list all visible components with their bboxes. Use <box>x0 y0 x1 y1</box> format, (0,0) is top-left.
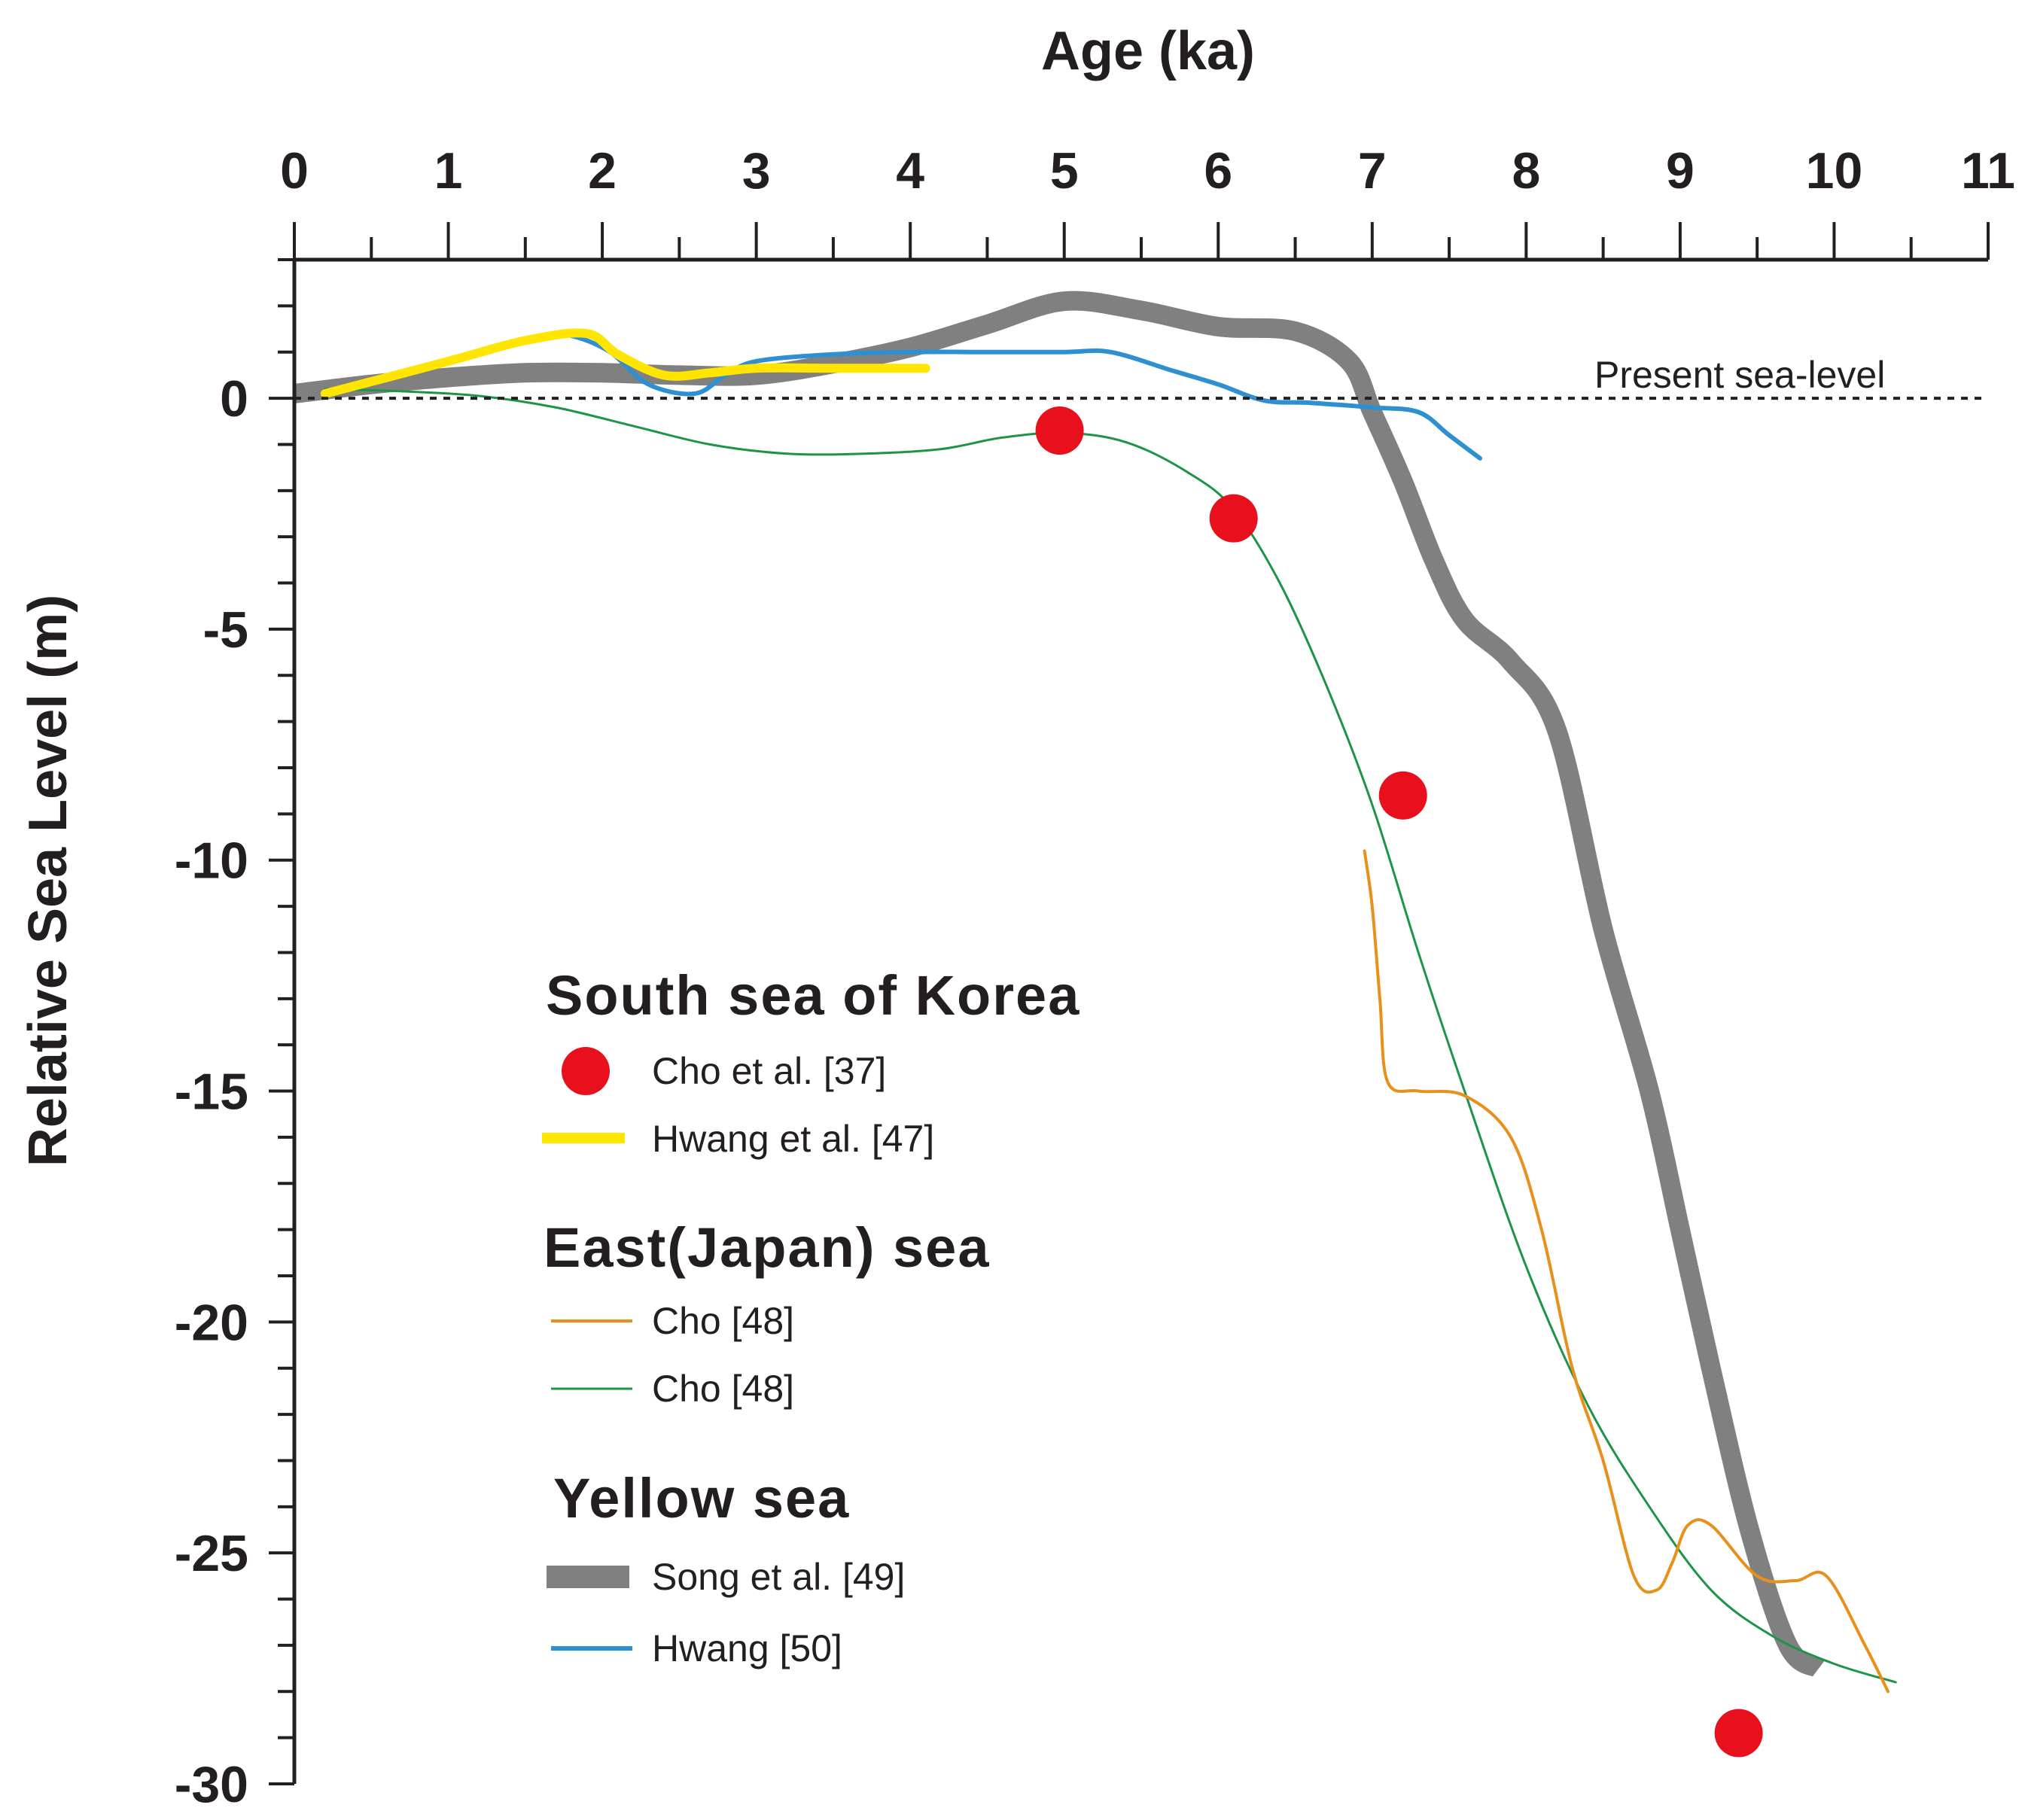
x-tick-label: 4 <box>896 142 924 199</box>
x-tick-label: 11 <box>1961 142 2015 199</box>
y-tick-label: -25 <box>175 1525 248 1582</box>
legend-label-cho37: Cho et al. [37] <box>652 1050 886 1092</box>
line-hwang50 <box>477 331 1482 461</box>
x-tick-label: 2 <box>588 142 617 199</box>
line-hwang47 <box>320 328 930 398</box>
legend-group-title-east: East(Japan) sea <box>544 1216 991 1279</box>
legend-group-title-south: South sea of Korea <box>546 964 1080 1027</box>
y-tick-label: -15 <box>175 1064 248 1121</box>
x-tick-label: 9 <box>1666 142 1695 199</box>
x-tick-label: 1 <box>434 142 463 199</box>
legend-label-hwang50: Hwang [50] <box>652 1627 842 1669</box>
y-tick-label: -20 <box>175 1294 248 1351</box>
x-axis-title: Age (ka) <box>1041 21 1255 81</box>
y-tick-label: 0 <box>220 370 248 428</box>
line-cho48_orange <box>1363 849 1889 1694</box>
reference-layer: Present sea-level <box>294 354 1988 400</box>
x-tick-label: 3 <box>742 142 771 199</box>
x-tick-label: 6 <box>1204 142 1232 199</box>
point-cho37 <box>1378 771 1427 820</box>
x-tick-label: 7 <box>1358 142 1387 199</box>
legend-label-hwang47: Hwang et al. [47] <box>652 1118 934 1160</box>
point-cho37 <box>1035 406 1084 455</box>
axes-layer: 0 1 2 3 4 5 6 7 8 9 10 11 0 -5 -10 -15 -20 -25 -30 <box>175 142 2015 1813</box>
legend-label-cho48-green: Cho [48] <box>652 1368 794 1410</box>
x-tick-label: 10 <box>1806 142 1863 199</box>
y-tick-label: -10 <box>175 832 248 890</box>
x-tick-label: 8 <box>1512 142 1540 199</box>
y-axis-title: Relative Sea Level (m) <box>18 595 78 1167</box>
legend-marker-cho37 <box>562 1047 610 1095</box>
point-cho37 <box>1209 494 1258 543</box>
series-layer <box>293 291 1897 1758</box>
legend-label-cho48-orange: Cho [48] <box>652 1300 794 1342</box>
line-cho48_green <box>324 388 1897 1684</box>
y-tick-label: -30 <box>175 1756 248 1813</box>
legend-label-song49: Song et al. [49] <box>652 1556 905 1598</box>
x-tick-label: 5 <box>1050 142 1079 199</box>
point-cho37 <box>1714 1709 1763 1758</box>
legend-group-title-yellow: Yellow sea <box>553 1467 850 1529</box>
y-tick-label: -5 <box>203 601 248 659</box>
x-tick-label: 0 <box>280 142 309 199</box>
present-sea-level-label: Present sea-level <box>1594 354 1885 396</box>
legend: South sea of Korea Cho et al. [37] Hwang… <box>542 964 1080 1669</box>
